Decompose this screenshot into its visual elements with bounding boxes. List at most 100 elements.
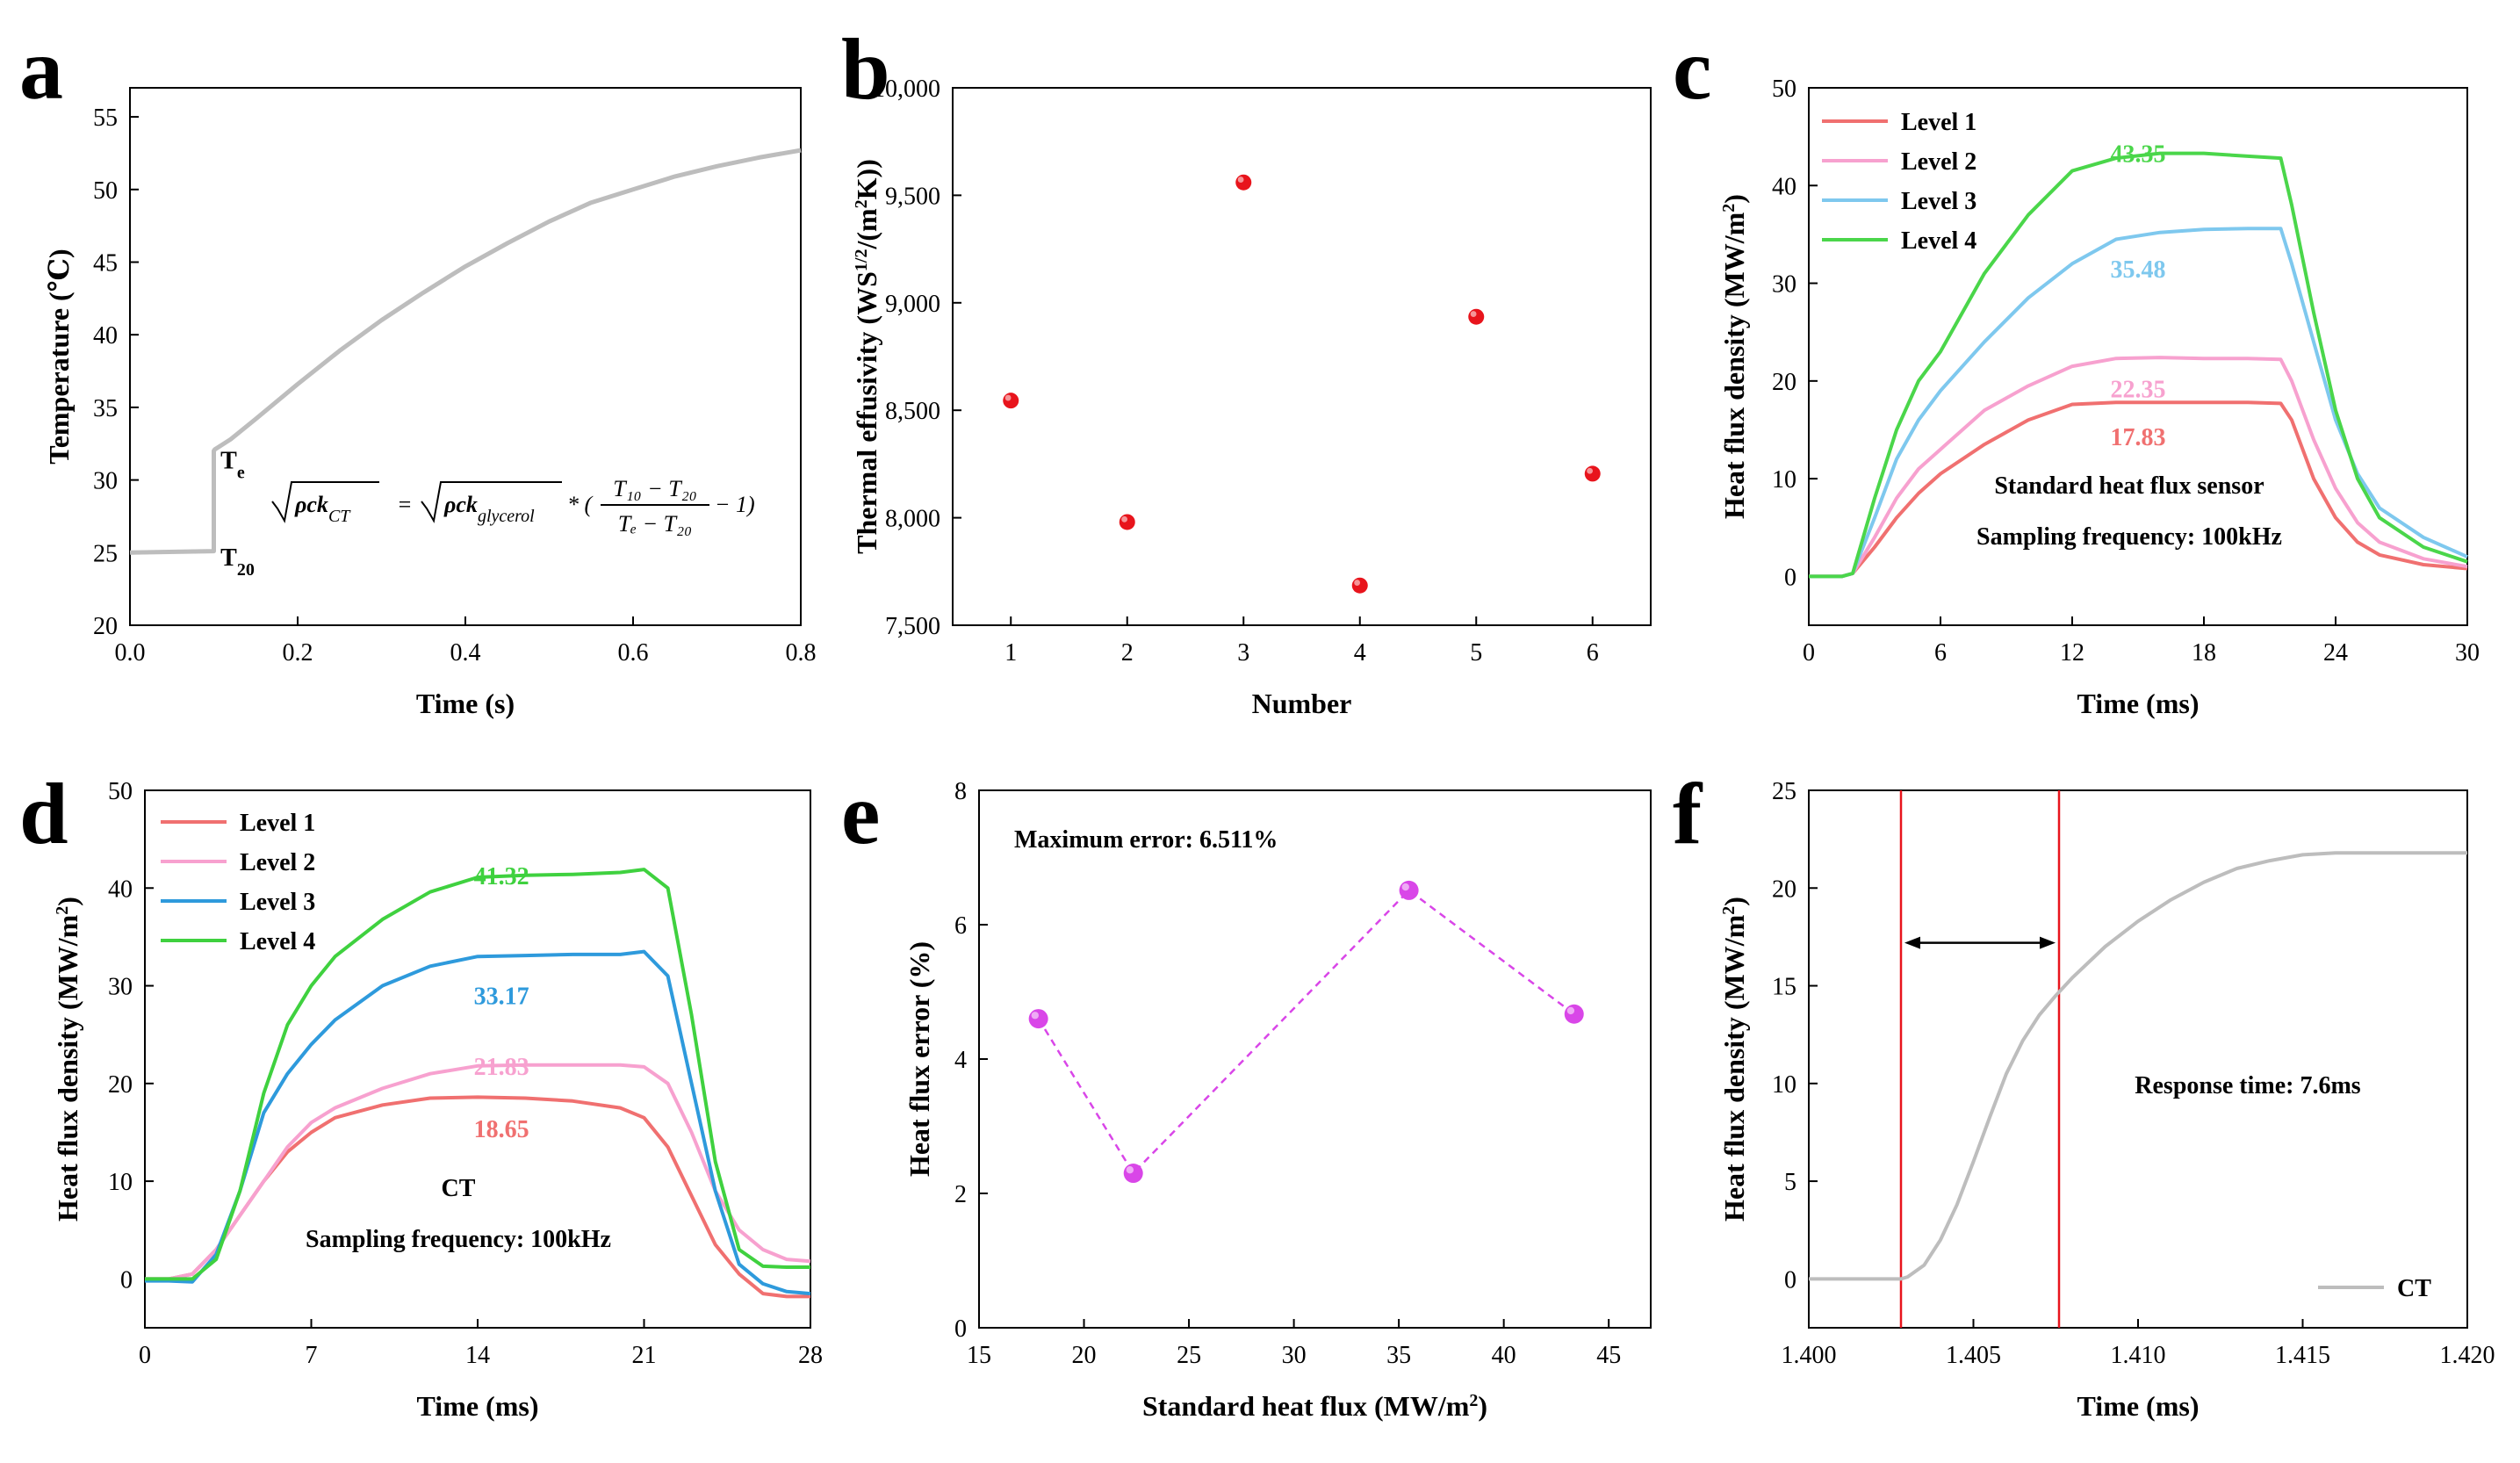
x-axis-label: Time (ms) <box>417 1390 539 1422</box>
x-axis-label: Time (ms) <box>2077 688 2200 719</box>
point-highlight <box>1031 1012 1039 1020</box>
formula-lhs: ρckCT <box>294 492 351 526</box>
series-line-level-1 <box>1809 400 2468 579</box>
error-point <box>1123 1164 1143 1184</box>
y-tick-label: 45 <box>93 249 118 277</box>
y-tick-label: 2 <box>954 1181 967 1208</box>
y-tick-label: 10 <box>1772 1071 1796 1099</box>
x-tick-label: 14 <box>465 1342 490 1369</box>
legend-label: Level 1 <box>1901 109 1976 136</box>
formula-equals: = <box>397 492 413 517</box>
data-label: 33.17 <box>474 984 529 1011</box>
x-tick-label: 3 <box>1237 639 1249 667</box>
formula-tail: − 1) <box>715 492 755 517</box>
series-line-level-4 <box>145 868 810 1281</box>
y-tick-label: 10 <box>108 1169 133 1196</box>
x-tick-label: 28 <box>798 1342 823 1369</box>
data-label: 41.32 <box>474 863 529 890</box>
x-tick-label: 12 <box>2060 639 2084 667</box>
point-highlight <box>1354 580 1361 586</box>
y-tick-label: 30 <box>108 974 133 1001</box>
x-tick-label: 30 <box>1282 1342 1307 1369</box>
y-tick-label: 7,500 <box>885 613 940 640</box>
panel-c: c 0 6 12 18 24 30 0 10 20 30 40 50 43.35 35.48 22.35 17.… <box>1673 20 2480 719</box>
data-label: 22.35 <box>2111 377 2166 404</box>
panel-letter-f: f <box>1673 765 1703 862</box>
x-tick-label: 4 <box>1354 639 1366 667</box>
annotation-text: CT <box>442 1175 476 1202</box>
point-body <box>1119 514 1135 530</box>
x-tick-label: 1.410 <box>2111 1342 2166 1369</box>
annotation-text: Standard heat flux sensor <box>1994 472 2264 500</box>
x-axis-label: Number <box>1252 688 1352 719</box>
data-label: 21.83 <box>474 1054 529 1081</box>
data-label: 18.65 <box>474 1116 529 1143</box>
y-tick-label: 20 <box>1772 876 1796 903</box>
legend-label: Level 2 <box>240 849 315 876</box>
data-label: 43.35 <box>2111 141 2166 169</box>
point-highlight <box>1237 177 1244 183</box>
y-tick-label: 8 <box>954 778 967 805</box>
error-point <box>1028 1009 1048 1029</box>
t20-label: T20 <box>220 544 255 580</box>
annotation-text: Sampling frequency: 100kHz <box>1976 523 2282 551</box>
x-axis-label: Time (s) <box>416 688 515 719</box>
formula-rhs: ρckglycerol <box>443 492 535 526</box>
x-tick-label: 0.8 <box>786 639 817 667</box>
error-point <box>1399 880 1419 900</box>
x-tick-label: 2 <box>1121 639 1134 667</box>
formula-denominator: Tₑ − T₂₀ <box>618 511 692 537</box>
data-label: 35.48 <box>2111 256 2166 284</box>
effusivity-formula: ρckCT = ρckglycerol * (T₁₀ − T₂₀ Tₑ − T₂₀ − 1… <box>271 476 755 537</box>
series-line-level-2 <box>145 1063 811 1281</box>
x-tick-label: 1.400 <box>1782 1342 1837 1369</box>
arrow-head-right <box>2040 936 2056 949</box>
point-body <box>1235 174 1252 191</box>
y-tick-label: 0 <box>120 1266 133 1294</box>
y-axis-label: Heat flux density (MW/m2) <box>52 897 83 1222</box>
y-tick-label: 40 <box>93 322 118 350</box>
ct-line <box>1809 851 2467 1281</box>
series-line-level-2 <box>1809 356 2468 579</box>
y-tick-label: 35 <box>93 395 118 422</box>
annotation-text: Sampling frequency: 100kHz <box>306 1226 611 1253</box>
x-tick-label: 30 <box>2455 639 2480 667</box>
y-tick-label: 25 <box>93 540 118 567</box>
panel-letter-e: e <box>841 765 880 862</box>
y-tick-label: 9,000 <box>885 291 940 318</box>
effusivity-point <box>1351 577 1368 594</box>
series-line-level-4 <box>1809 151 2468 579</box>
y-tick-label: 8,500 <box>885 398 940 425</box>
x-tick-label: 6 <box>1934 639 1947 667</box>
effusivity-point <box>1119 514 1135 530</box>
effusivity-point <box>1003 393 1019 409</box>
panel-f: f 1.400 1.405 1.410 1.415 1.420 0 5 10 15 20 25 Resp… <box>1673 765 2495 1422</box>
legend-label: Level 3 <box>1901 188 1976 215</box>
x-axis-label: Time (ms) <box>2077 1390 2200 1422</box>
error-point <box>1564 1004 1584 1024</box>
point-highlight <box>1470 311 1477 317</box>
y-tick-label: 50 <box>108 778 133 805</box>
y-tick-label: 6 <box>954 912 967 940</box>
panel-e: e 15 20 25 30 35 40 45 0 2 4 6 8 Maximum error: 6.511… <box>841 765 1652 1422</box>
panel-b: b 1 2 3 4 5 6 7,500 8,000 8,500 9,000 9,500 10,000 Nu… <box>841 20 1652 719</box>
legend-label: Level 3 <box>240 889 315 916</box>
panel-a: a 0.0 0.2 0.4 0.6 0.8 20 25 30 35 40 45 50 55 Time (s)… <box>19 20 817 719</box>
sqrt-sign <box>421 481 562 523</box>
formula-numerator: T₁₀ − T₂₀ <box>613 476 697 501</box>
x-tick-label: 6 <box>1587 639 1599 667</box>
x-tick-label: 21 <box>632 1342 657 1369</box>
x-tick-label: 0.6 <box>618 639 649 667</box>
point-highlight <box>1587 467 1594 474</box>
x-tick-label: 20 <box>1072 1342 1097 1369</box>
y-tick-label: 30 <box>93 468 118 495</box>
plot-frame <box>978 789 1652 1329</box>
y-tick-label: 4 <box>954 1047 967 1074</box>
x-tick-label: 1.420 <box>2440 1342 2495 1369</box>
x-tick-label: 0.0 <box>115 639 146 667</box>
point-body <box>1584 465 1601 482</box>
legend: Level 1 Level 2 Level 3 Level 4 <box>1822 109 1976 255</box>
y-tick-label: 9,500 <box>885 183 940 210</box>
max-error-annotation: Maximum error: 6.511% <box>1014 826 1278 854</box>
x-tick-label: 15 <box>967 1342 991 1369</box>
